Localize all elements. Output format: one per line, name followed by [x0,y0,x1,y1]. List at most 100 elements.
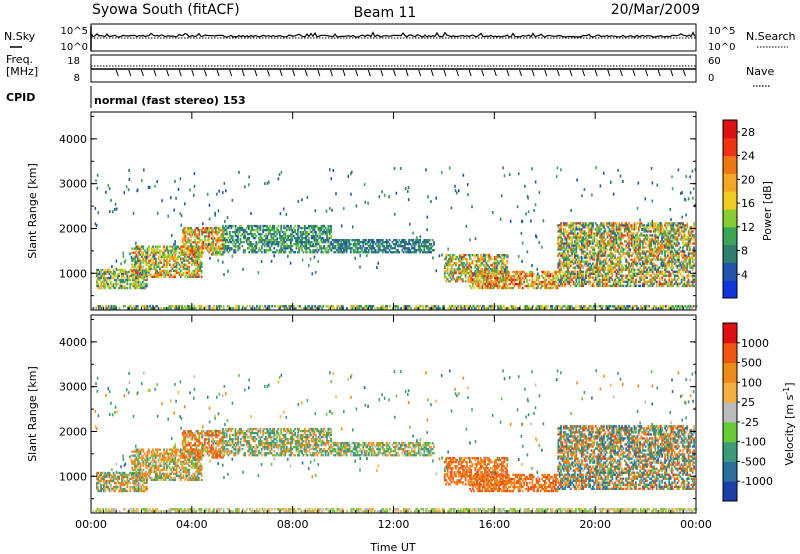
echo-cell [482,258,485,261]
echo-cell [196,275,199,278]
echo-cell [395,241,398,244]
echo-cell [571,240,573,243]
echo-cell [568,244,571,247]
echo-cell [305,226,308,230]
freq-spike [229,69,233,77]
echo-cell [608,240,611,243]
echo-cell [290,241,292,244]
echo-cell [520,274,523,278]
echo-cell [651,234,654,237]
echo-cell [290,243,292,246]
echo-cell [596,226,598,229]
echo-cell [686,242,689,245]
echo-cell [230,224,233,228]
echo-cell [661,226,664,229]
echo-cell [146,307,149,310]
freq-spike [203,69,207,77]
echo-cell [274,305,276,308]
echo-cell [258,307,261,310]
echo-cell [569,236,572,239]
echo-cell [669,238,672,241]
echo-cell [607,230,610,233]
echo-cell [310,235,313,238]
echo-cell [150,307,153,310]
echo-cell [154,259,157,262]
echo-cell [204,305,207,308]
echo-cell [446,266,449,269]
echo-cell [213,237,216,240]
echo-cell [294,230,296,234]
echo-cell [687,240,690,243]
echo-cell [419,239,421,242]
echo-cell [668,278,671,281]
echo-cell [621,224,623,227]
echo-cell [222,247,224,250]
echo-cell [116,274,119,278]
echo-cell [446,272,449,275]
echo-cell [572,258,575,261]
echo-cell [460,272,463,275]
echo-cell [452,276,454,279]
echo-cell [216,227,219,230]
echo-cell [593,272,596,275]
echo-cell [159,273,161,276]
echo-cell [278,305,280,308]
echo-cell [610,284,612,287]
echo-cell [495,284,498,288]
echo-cell [177,305,179,308]
echo-cell [590,234,593,237]
echo-cell [107,276,109,280]
echo-cell [450,260,453,263]
echo-cell [306,251,309,254]
echo-cell [114,274,116,278]
echo-cell [583,278,586,281]
echo-cell [603,242,605,245]
echo-cell [394,243,397,246]
echo-cell [288,239,291,242]
echo-cell [662,246,665,249]
echo-cell [193,305,196,308]
echo-cell [182,259,185,262]
echo-cell [202,247,205,250]
echo-cell [184,231,187,234]
echo-cell [567,280,569,283]
echo-cell [568,272,571,275]
echo-cell [583,232,586,235]
echo-cell [146,261,149,264]
echo-cell [610,222,612,225]
echo-cell [313,239,316,242]
echo-cell [657,244,659,247]
echo-cell [291,237,294,240]
echo-cell [530,272,532,276]
echo-cell [672,224,675,227]
echo-cell [344,241,347,244]
echo-cell [103,280,105,284]
echo-cell [654,254,657,257]
echo-cell [238,228,241,232]
echo-cell [344,243,347,246]
echo-cell [502,254,504,257]
echo-cell [614,266,616,269]
echo-cell [503,280,506,284]
echo-cell [610,224,612,227]
echo-cell [313,230,316,234]
echo-cell [203,231,206,234]
echo-cell [614,232,616,235]
echo-cell [544,284,546,288]
echo-cell [340,307,343,310]
echo-cell [477,256,479,259]
echo-cell [617,280,619,283]
echo-cell [283,230,285,234]
echo-cell [478,284,481,288]
echo-cell [676,282,679,285]
echo-cell [682,256,684,259]
echo-cell [603,234,605,237]
echo-cell [285,243,288,246]
echo-cell [170,251,172,254]
echo-cell [164,271,167,274]
echo-cell [626,262,629,265]
echo-cell [273,230,276,234]
echo-cell [100,268,102,272]
echo-cell [262,239,265,242]
echo-cell [161,265,164,268]
